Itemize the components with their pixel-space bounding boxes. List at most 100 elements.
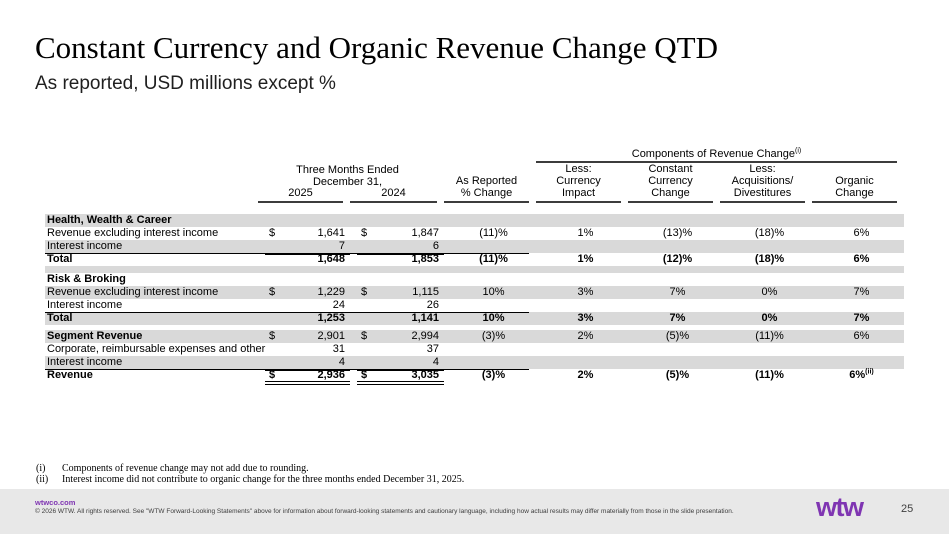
spanner-header: Components of Revenue Change(i) [536, 147, 897, 163]
row-label: Interest income [47, 240, 123, 252]
cell-as-reported: (11)% [479, 253, 508, 265]
row-label: Revenue [47, 369, 93, 381]
revenue-change-table: Components of Revenue Change(i) Three Mo… [45, 147, 904, 385]
cell-organic: 6% [853, 227, 870, 239]
cell-2024: $1,847 [361, 227, 439, 239]
cell-acq-divest: (18)% [754, 253, 785, 265]
cell-2024: $3,035 [357, 369, 444, 385]
cell-organic: 7% [853, 312, 870, 324]
cell-2024: 1,853 [411, 253, 439, 265]
row-label: Total [47, 253, 73, 265]
cell-constant-currency: (5)% [665, 369, 690, 381]
column-header-2025: 2025 [258, 187, 343, 203]
footnotes: (i) Components of revenue change may not … [36, 463, 464, 485]
cell-as-reported: (3)% [481, 369, 506, 381]
page-number: 25 [901, 503, 914, 515]
table-row-total-rb: Total 1,253 1,141 10% 3% 7% 0% 7% [45, 312, 904, 325]
copyright-text: © 2026 WTW. All rights reserved. See "WT… [35, 508, 734, 515]
cell-2024: 6 [357, 240, 444, 255]
table-row: Revenue excluding interest income $1,641… [45, 227, 904, 240]
cell-organic: 7% [853, 286, 870, 298]
table-row: Interest income 7 6 [45, 240, 904, 255]
cell-currency-impact: 1% [577, 253, 594, 265]
cell-2025: 4 [265, 356, 350, 371]
cell-2024: $2,994 [361, 330, 439, 342]
cell-constant-currency: (12)% [662, 253, 693, 265]
page-title: Constant Currency and Organic Revenue Ch… [35, 30, 718, 65]
cell-as-reported: (3)% [481, 330, 506, 342]
table-row-section-hwc: Health, Wealth & Career [45, 214, 904, 227]
row-label: Revenue excluding interest income [47, 286, 219, 298]
cell-2024: 4 [357, 356, 444, 371]
cell-acq-divest: (18)% [754, 227, 785, 239]
footer-bar: wtwco.com © 2026 WTW. All rights reserve… [0, 489, 949, 534]
row-label: Segment Revenue [47, 330, 143, 342]
period-line2: December 31, [312, 176, 383, 188]
cell-2024: 1,141 [411, 312, 439, 324]
row-label: Interest income [47, 356, 123, 368]
table-row: Interest income 4 4 [45, 356, 904, 371]
spacer-row [45, 266, 904, 273]
cell-as-reported: 10% [482, 312, 505, 324]
table-row: Corporate, reimbursable expenses and oth… [45, 343, 904, 356]
cell-2025: $2,936 [265, 369, 350, 385]
wtw-logo: wtw [816, 492, 864, 522]
table-header: Components of Revenue Change(i) Three Mo… [45, 147, 904, 214]
cell-constant-currency: 7% [669, 312, 686, 324]
period-line1: Three Months Ended [296, 164, 399, 176]
table-row-revenue-total: Revenue $2,936 $3,035 (3)% 2% (5)% (11)%… [45, 368, 904, 385]
cell-currency-impact: 1% [577, 227, 594, 239]
table-row-segment-revenue: Segment Revenue $2,901 $2,994 (3)% 2% (5… [45, 330, 904, 343]
cell-currency-impact: 3% [577, 286, 594, 298]
cell-currency-impact: 3% [577, 312, 594, 324]
footnote-i: (i) Components of revenue change may not … [36, 463, 309, 474]
cell-constant-currency: (5)% [665, 330, 690, 342]
column-header-constant-currency: Constant Currency Change [628, 163, 713, 203]
page-subtitle: As reported, USD millions except % [35, 73, 336, 94]
cell-2025: 31 [332, 343, 345, 355]
cell-acq-divest: 0% [761, 286, 778, 298]
table-body: Health, Wealth & Career Revenue excludin… [45, 214, 904, 385]
footnote-ref-i: (i) [795, 147, 802, 155]
cell-acq-divest: (11)% [755, 369, 784, 381]
cell-organic: 6%(ii) [849, 368, 874, 381]
column-header-as-reported: As Reported % Change [444, 175, 529, 203]
cell-2024: $1,115 [361, 286, 439, 298]
cell-currency-impact: 2% [577, 369, 594, 381]
spanner-label: Components of Revenue Change [631, 148, 796, 160]
cell-2024: 37 [426, 343, 439, 355]
column-header-organic-change: Organic Change [812, 175, 897, 203]
cell-2025: 7 [265, 240, 350, 255]
row-label: Corporate, reimbursable expenses and oth… [47, 343, 266, 355]
cell-acq-divest: 0% [761, 312, 778, 324]
cell-as-reported: (11)% [479, 227, 508, 239]
cell-2025: $2,901 [269, 330, 345, 342]
table-row-section-rb: Risk & Broking [45, 273, 904, 286]
row-label: Total [47, 312, 73, 324]
column-header-acquisitions-divestitures: Less: Acquisitions/ Divestitures [720, 163, 805, 203]
row-label: Interest income [47, 299, 123, 311]
cell-constant-currency: 7% [669, 286, 686, 298]
column-header-currency-impact: Less: Currency Impact [536, 163, 621, 203]
cell-organic: 6% [853, 253, 870, 265]
column-header-2024: 2024 [350, 187, 437, 203]
footnote-ii: (ii) Interest income did not contribute t… [36, 474, 465, 485]
cell-currency-impact: 2% [577, 330, 594, 342]
cell-2025: $1,229 [269, 286, 345, 298]
website-link[interactable]: wtwco.com [35, 498, 76, 507]
period-header: Three Months Ended December 31, [258, 164, 437, 188]
footnote-ref-ii: (ii) [865, 368, 874, 376]
cell-2025: 1,648 [317, 253, 345, 265]
cell-2025: $1,641 [269, 227, 345, 239]
cell-as-reported: 10% [482, 286, 505, 298]
table-row: Interest income 24 26 [45, 299, 904, 314]
table-row-total-hwc: Total 1,648 1,853 (11)% 1% (12)% (18)% 6… [45, 253, 904, 266]
table-row: Revenue excluding interest income $1,229… [45, 286, 904, 299]
cell-organic: 6% [853, 330, 870, 342]
row-label: Revenue excluding interest income [47, 227, 219, 239]
cell-2025: 1,253 [317, 312, 345, 324]
cell-acq-divest: (11)% [755, 330, 784, 342]
row-label: Risk & Broking [47, 273, 126, 285]
row-label: Health, Wealth & Career [47, 214, 172, 226]
